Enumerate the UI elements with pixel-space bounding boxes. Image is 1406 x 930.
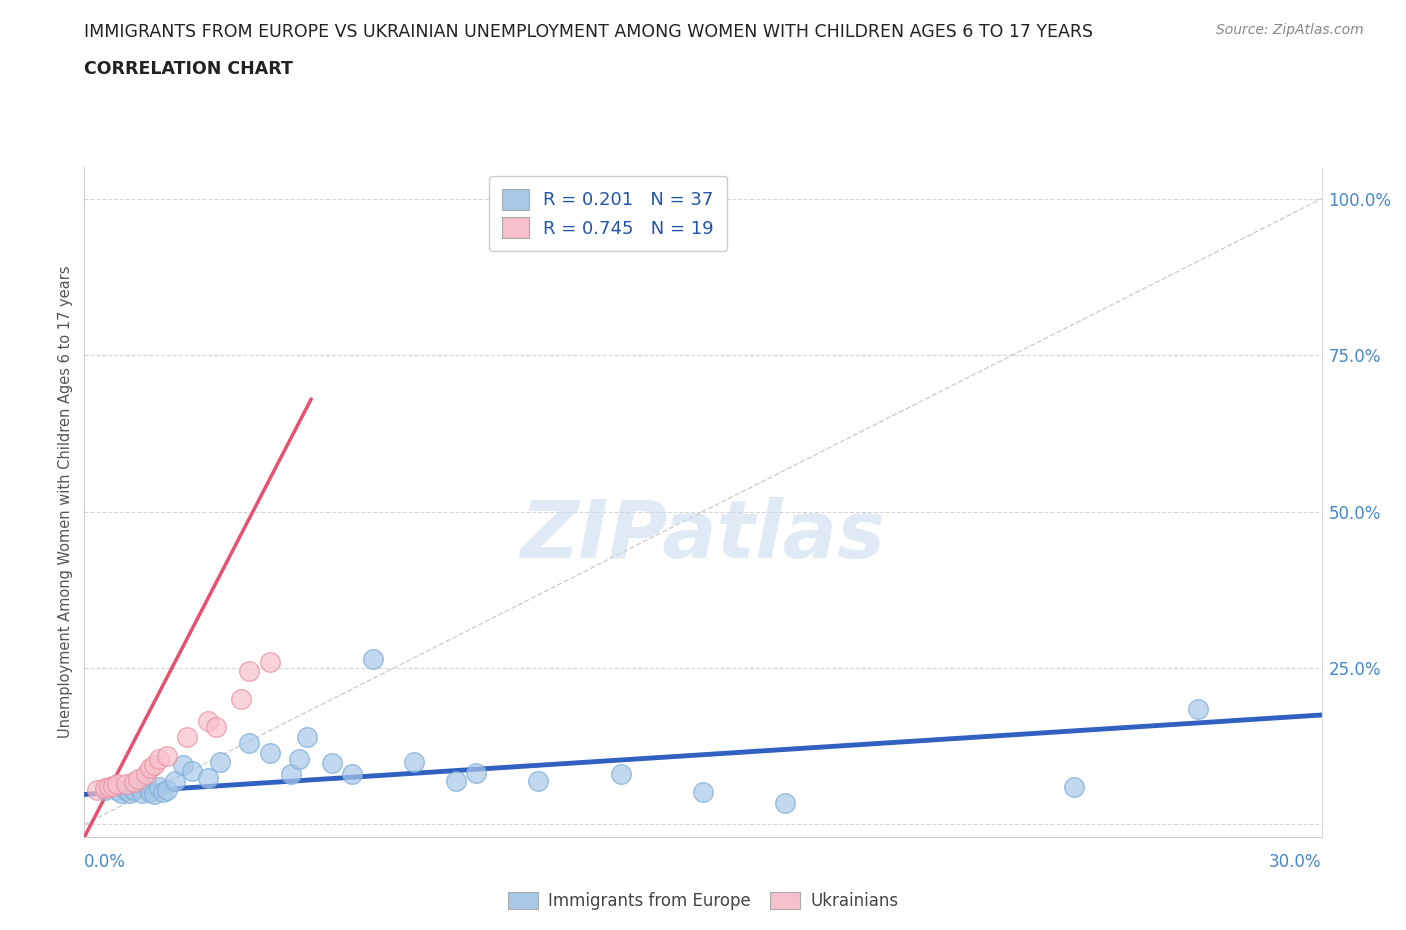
Point (288, 751, 311, 766)
Point (197, 714, 219, 729)
Text: IMMIGRANTS FROM EUROPE VS UKRAINIAN UNEMPLOYMENT AMONG WOMEN WITH CHILDREN AGES : IMMIGRANTS FROM EUROPE VS UKRAINIAN UNEM… (84, 23, 1094, 41)
Legend: Immigrants from Europe, Ukrainians: Immigrants from Europe, Ukrainians (501, 885, 905, 917)
Point (131, 786, 153, 801)
Text: Source: ZipAtlas.com: Source: ZipAtlas.com (1216, 23, 1364, 37)
Text: 0.0%: 0.0% (84, 853, 127, 870)
Point (103, 779, 125, 794)
Point (197, 770, 219, 785)
Point (143, 787, 166, 802)
Point (86, 783, 108, 798)
Point (527, 773, 550, 788)
Point (143, 758, 166, 773)
Point (122, 775, 145, 790)
Point (139, 761, 162, 776)
Point (692, 785, 714, 800)
Point (295, 729, 318, 744)
Point (444, 773, 467, 788)
Point (122, 783, 145, 798)
Point (465, 765, 488, 780)
Text: ZIPatlas: ZIPatlas (520, 497, 886, 575)
Point (259, 655, 281, 670)
Point (176, 729, 198, 744)
Point (127, 779, 149, 794)
Point (280, 767, 302, 782)
Point (229, 692, 252, 707)
Point (1063, 779, 1085, 794)
Text: 30.0%: 30.0% (1270, 853, 1322, 870)
Point (238, 664, 260, 679)
Point (775, 795, 797, 810)
Legend: R = 0.201   N = 37, R = 0.745   N = 19: R = 0.201 N = 37, R = 0.745 N = 19 (489, 177, 727, 251)
Point (205, 720, 228, 735)
Point (94, 781, 117, 796)
Point (127, 772, 149, 787)
Point (209, 754, 232, 769)
Point (180, 764, 202, 778)
Point (135, 777, 157, 791)
Point (114, 777, 136, 791)
Point (118, 786, 141, 801)
Point (172, 758, 194, 773)
Point (139, 785, 162, 800)
Y-axis label: Unemployment Among Women with Children Ages 6 to 17 years: Unemployment Among Women with Children A… (58, 266, 73, 738)
Point (321, 756, 343, 771)
Point (342, 767, 364, 782)
Point (609, 767, 631, 782)
Point (156, 783, 179, 798)
Point (94, 783, 117, 798)
Point (148, 751, 170, 766)
Point (148, 779, 170, 794)
Point (110, 786, 132, 801)
Point (135, 767, 157, 782)
Point (105, 783, 128, 798)
Point (152, 785, 174, 800)
Point (98, 779, 121, 794)
Point (361, 651, 384, 666)
Point (114, 783, 136, 798)
Point (165, 773, 187, 788)
Point (1187, 701, 1209, 716)
Text: CORRELATION CHART: CORRELATION CHART (84, 60, 294, 78)
Point (105, 777, 128, 791)
Point (103, 778, 125, 793)
Point (404, 754, 426, 769)
Point (259, 745, 281, 760)
Point (156, 749, 179, 764)
Point (238, 736, 260, 751)
